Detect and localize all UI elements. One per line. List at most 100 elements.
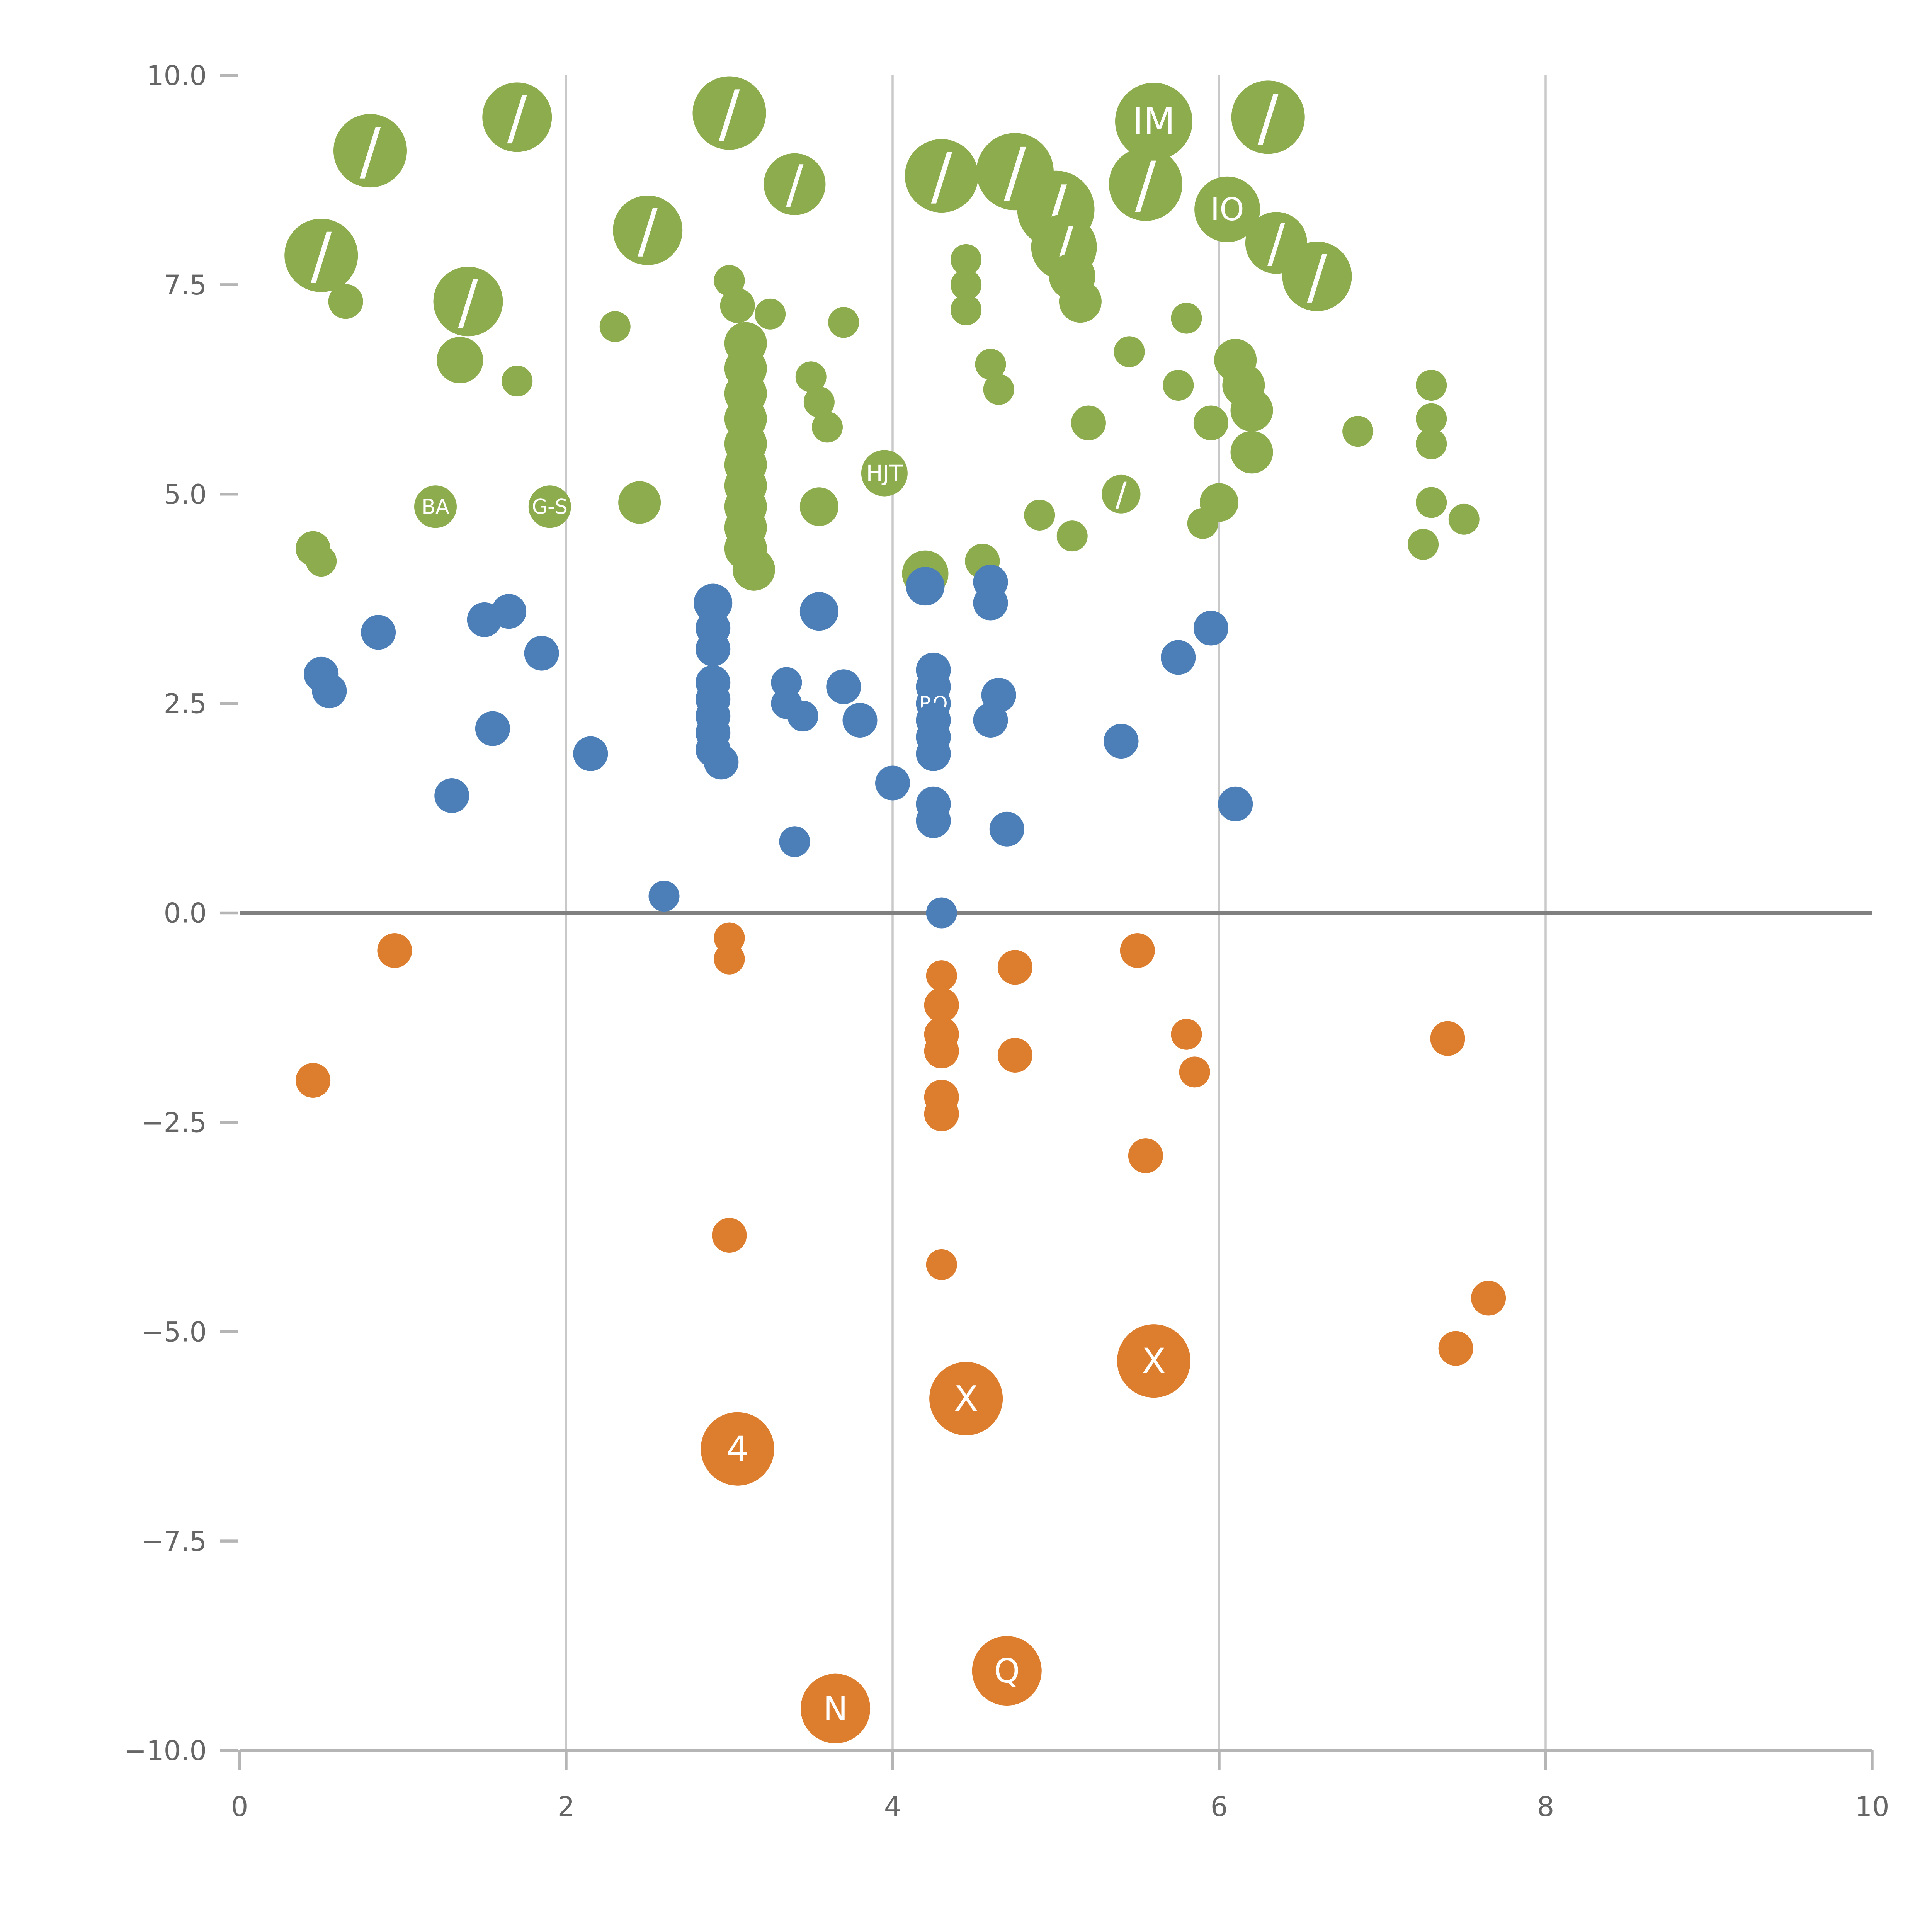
bubble-label: /	[719, 77, 740, 150]
data-point-orange-group	[701, 1412, 774, 1486]
data-point-orange-group	[972, 1636, 1042, 1706]
data-point-blue-group	[696, 631, 731, 667]
data-point-green-group	[1448, 503, 1480, 535]
data-point-blue-group	[989, 811, 1024, 847]
data-point-orange-group	[926, 960, 957, 992]
bubble-label: /	[311, 220, 332, 293]
data-point-blue-group	[787, 701, 818, 732]
data-point-green-group	[482, 82, 552, 152]
data-point-green-group	[1056, 520, 1088, 552]
data-point-green-group	[284, 219, 358, 293]
bubble-label: HJT	[866, 461, 903, 486]
data-point-green-group	[1416, 428, 1447, 459]
data-point-green-group	[433, 267, 503, 337]
data-point-blue-group	[826, 669, 861, 704]
y-tick-label: 10.0	[146, 60, 207, 92]
bubble-label: IO	[1210, 192, 1244, 228]
data-point-orange-group	[1171, 1019, 1202, 1050]
data-point-orange-group	[1471, 1281, 1506, 1316]
data-point-blue-group	[842, 702, 878, 738]
data-point-blue-group	[875, 765, 910, 801]
bubble-label: /	[1135, 148, 1156, 221]
data-point-green-group	[1230, 389, 1273, 432]
data-point-green-group	[1059, 280, 1102, 323]
data-point-green-group	[812, 412, 843, 443]
bubble-label: /	[1307, 243, 1327, 311]
data-point-green-group	[1109, 147, 1182, 221]
data-point-green-group	[1342, 416, 1374, 447]
data-point-blue-group	[1161, 640, 1196, 675]
data-point-green-group	[1163, 369, 1194, 401]
data-point-blue-group	[973, 702, 1008, 738]
data-point-blue-group	[916, 736, 951, 771]
bubble-label: 4	[726, 1429, 748, 1469]
bubble-label: Q	[994, 1652, 1020, 1690]
data-point-blue-group	[1193, 611, 1228, 646]
bubble-label: /	[1258, 82, 1279, 154]
x-tick-label: 2	[558, 1791, 575, 1823]
y-tick-label: −7.5	[141, 1526, 207, 1557]
data-point-blue-group	[694, 583, 733, 622]
data-point-orange-group	[377, 933, 412, 968]
bubble-label: /	[1116, 476, 1127, 514]
data-point-green-group	[528, 485, 571, 528]
data-point-blue-group	[648, 881, 680, 912]
data-point-orange-group	[714, 943, 745, 975]
data-point-green-group	[951, 244, 982, 275]
data-point-blue-group	[573, 736, 608, 771]
data-point-green-group	[755, 298, 786, 330]
data-point-blue-group	[434, 778, 469, 813]
data-point-blue-group	[312, 673, 347, 709]
bubble-label: /	[507, 83, 527, 152]
data-point-green-group	[613, 195, 683, 265]
data-point-orange-group	[997, 950, 1032, 985]
data-point-green-group	[905, 139, 978, 213]
data-point-green-group	[1282, 242, 1352, 311]
data-point-green-group	[599, 311, 631, 342]
data-point-green-group	[1102, 474, 1141, 514]
data-point-orange-group	[1179, 1056, 1210, 1088]
y-tick-label: −2.5	[141, 1107, 207, 1138]
data-point-green-group	[1416, 369, 1447, 401]
data-point-green-group	[799, 487, 838, 526]
bubble-label: G-S	[532, 496, 568, 519]
data-point-orange-group	[997, 1037, 1032, 1073]
data-point-blue-group	[799, 592, 838, 631]
data-point-orange-group	[801, 1673, 871, 1743]
data-point-orange-group	[924, 987, 959, 1022]
data-point-green-group	[1231, 80, 1305, 154]
data-point-orange-group	[1438, 1331, 1473, 1366]
data-point-green-group	[732, 548, 775, 591]
bubble-label: X	[954, 1379, 978, 1419]
x-tick-label: 4	[884, 1791, 901, 1823]
bubble-label: /	[458, 268, 478, 337]
data-point-blue-group	[475, 711, 510, 746]
data-point-orange-group	[296, 1063, 331, 1098]
data-point-green-group	[692, 76, 766, 150]
data-point-green-group	[1024, 499, 1055, 531]
data-point-orange-group	[926, 1249, 957, 1280]
data-point-green-group	[333, 114, 407, 188]
data-point-green-group	[975, 349, 1006, 380]
bubble-label: /	[931, 140, 952, 213]
bubble-label: /	[786, 154, 804, 215]
data-point-green-group	[1408, 529, 1439, 560]
data-point-orange-group	[929, 1362, 1003, 1435]
data-point-green-group	[803, 386, 835, 418]
data-point-blue-group	[524, 636, 559, 671]
x-tick-label: 10	[1855, 1791, 1889, 1823]
data-point-green-group	[1416, 403, 1447, 434]
data-point-green-group	[951, 294, 982, 325]
data-point-green-group	[502, 366, 533, 397]
bubble-label: IM	[1133, 100, 1175, 143]
data-point-blue-group	[1104, 724, 1139, 759]
data-point-orange-group	[1128, 1138, 1163, 1173]
data-point-green-group	[1171, 303, 1202, 334]
data-point-green-group	[1114, 336, 1145, 367]
data-point-green-group	[1230, 431, 1273, 474]
data-point-green-group	[1115, 83, 1192, 160]
x-tick-label: 0	[231, 1791, 248, 1823]
data-point-green-group	[306, 546, 337, 577]
data-point-orange-group	[1117, 1324, 1190, 1398]
